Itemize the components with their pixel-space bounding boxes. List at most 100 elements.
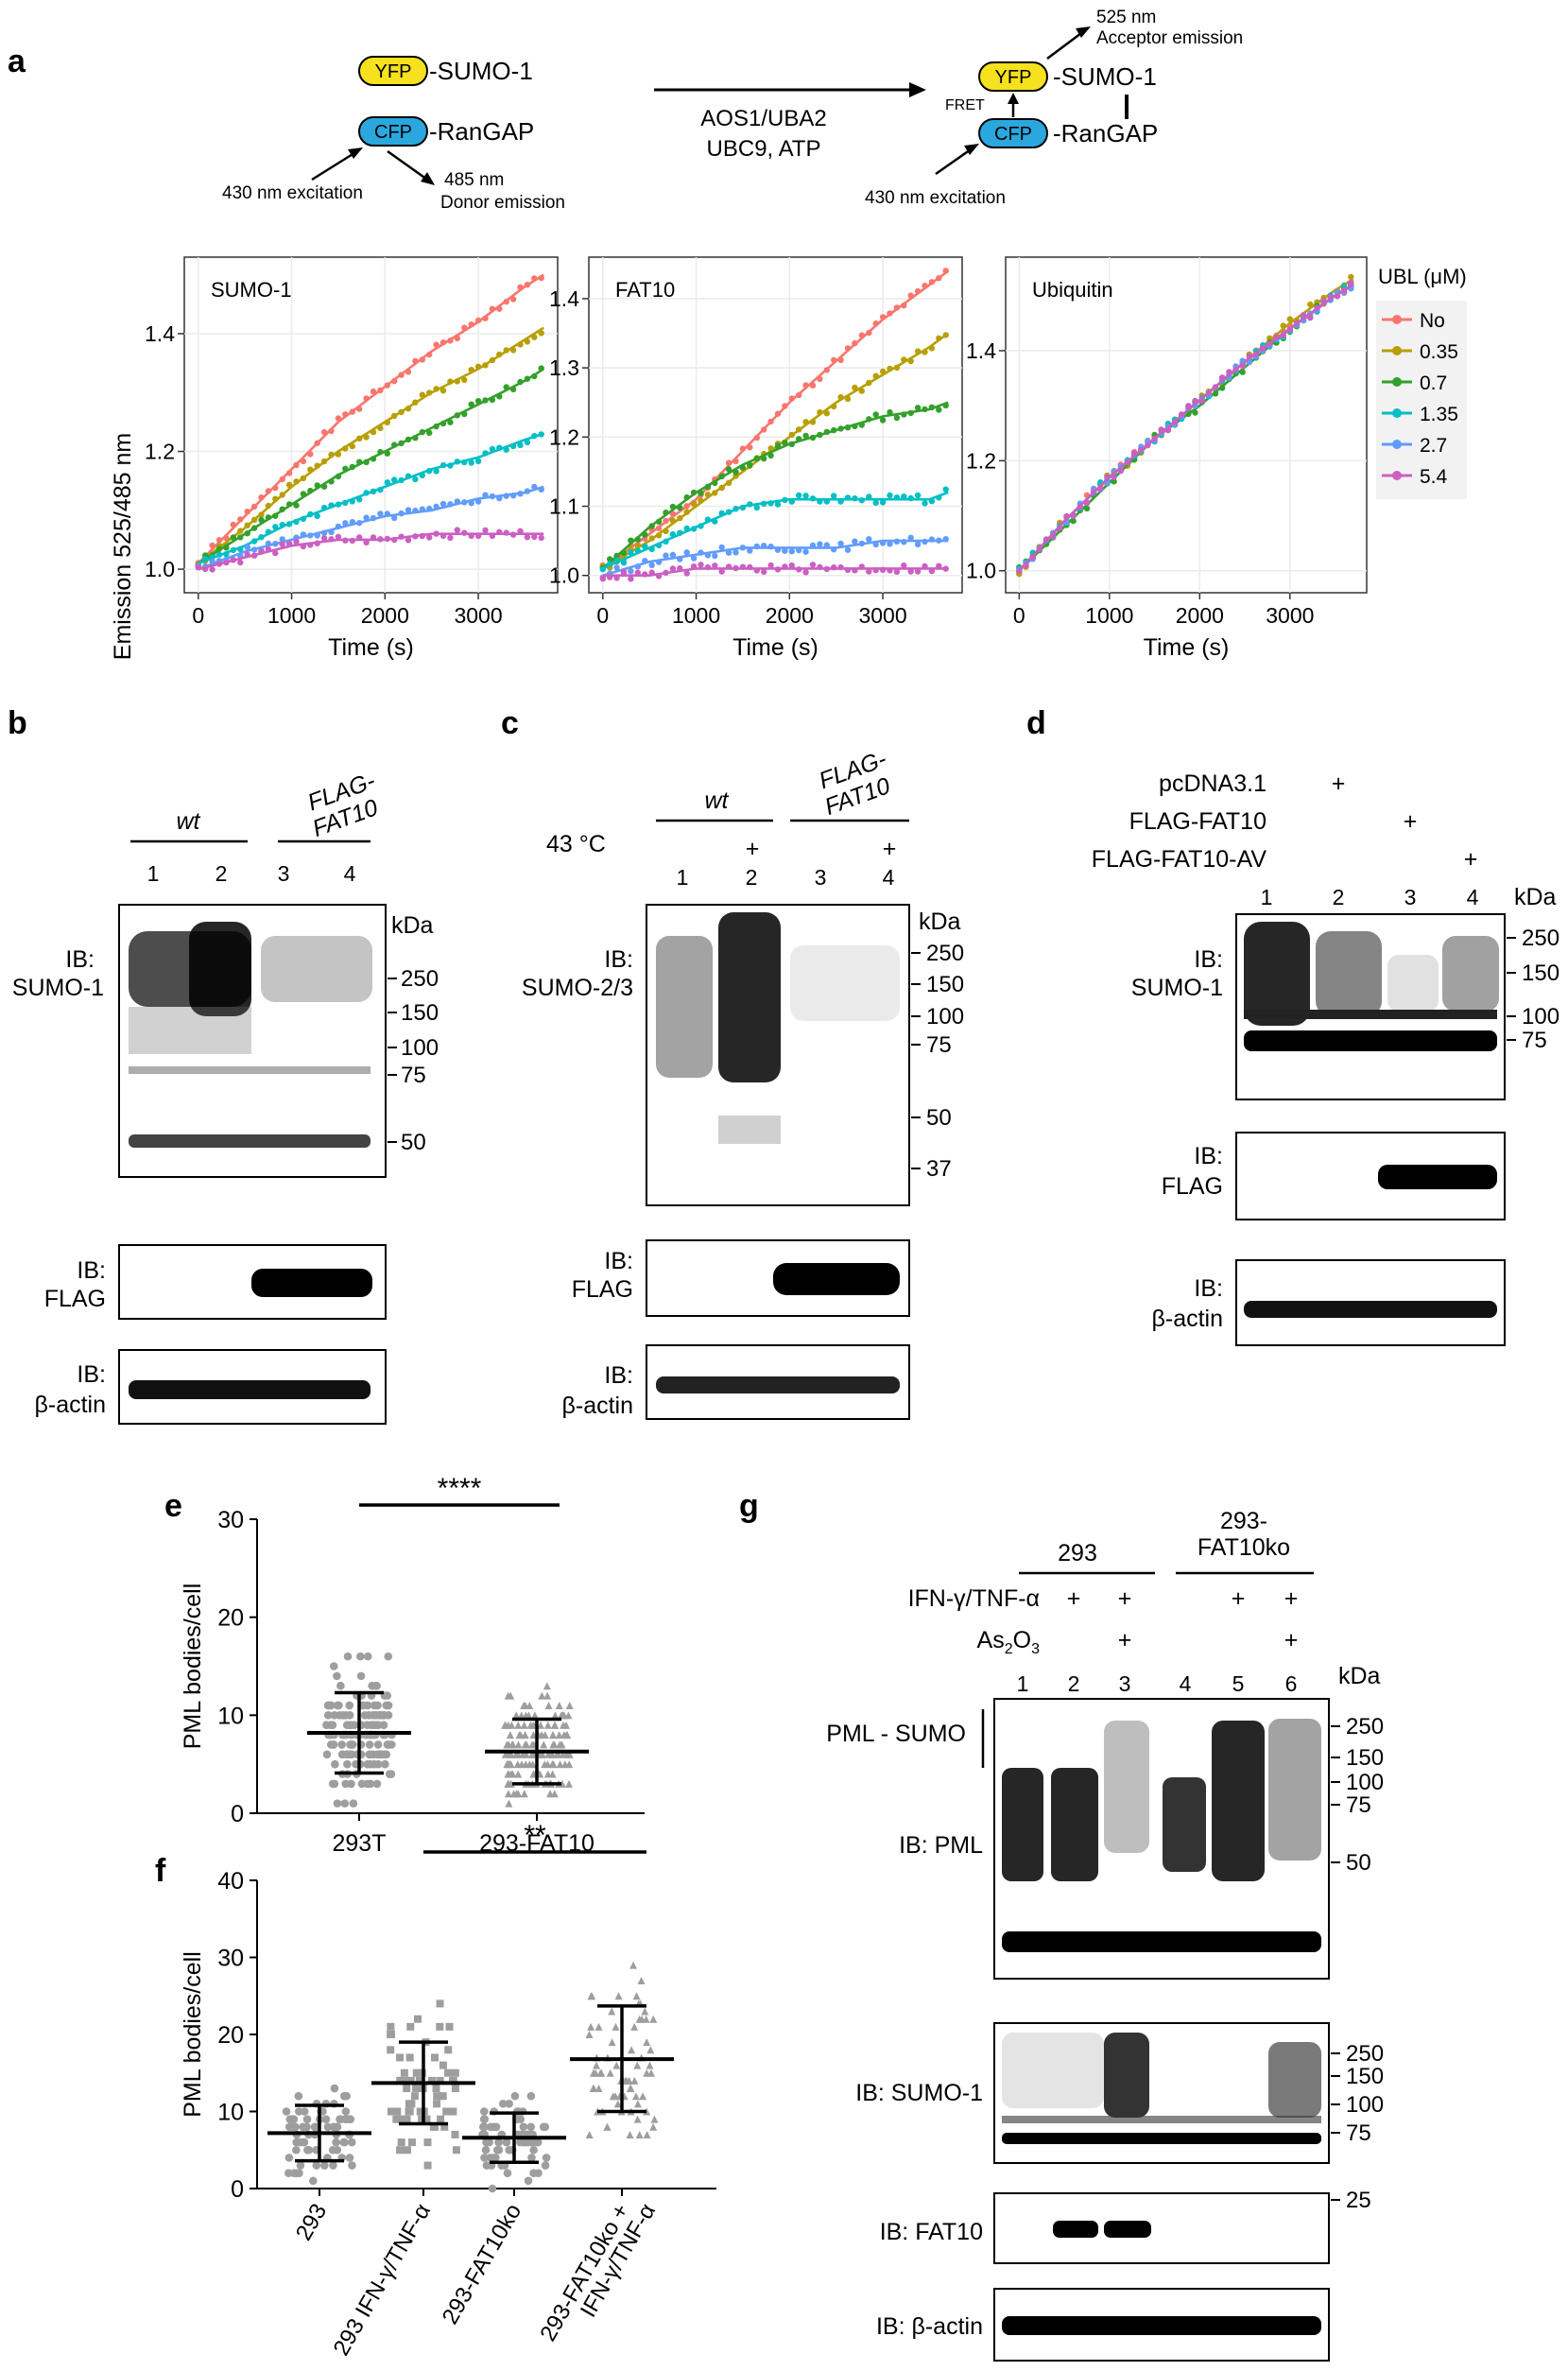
data-point xyxy=(363,1759,372,1769)
data-point xyxy=(380,1711,388,1720)
data-point xyxy=(282,2107,291,2116)
data-point xyxy=(504,1790,512,1798)
data-point xyxy=(503,2169,512,2177)
data-point xyxy=(914,568,922,575)
blot-g-plus-ifn-5: + xyxy=(1232,1585,1246,1612)
data-point xyxy=(300,2107,309,2116)
y-tick-label: 0 xyxy=(231,1801,244,1827)
blot-g-marker-250: 250 xyxy=(1346,1714,1384,1739)
data-point xyxy=(323,1711,333,1720)
data-point xyxy=(1192,397,1198,405)
data-point xyxy=(377,387,384,393)
data-point xyxy=(587,2022,595,2031)
data-point xyxy=(683,549,690,556)
data-point xyxy=(879,540,887,546)
data-point xyxy=(489,356,496,364)
data-point xyxy=(531,334,538,340)
data-point xyxy=(879,314,887,320)
data-point xyxy=(858,332,865,338)
data-point xyxy=(461,459,468,466)
data-point xyxy=(384,419,390,425)
donor-nm: 485 nm xyxy=(444,170,504,190)
data-point xyxy=(323,1701,333,1710)
data-point xyxy=(507,1779,515,1788)
data-point xyxy=(310,2122,319,2132)
data-point xyxy=(831,403,837,410)
data-point xyxy=(887,567,893,574)
data-point xyxy=(774,410,782,417)
data-point xyxy=(642,2015,650,2023)
data-point xyxy=(418,2115,426,2123)
data-point xyxy=(704,563,712,571)
data-point xyxy=(436,1999,444,2008)
blot-b-marker-150: 150 xyxy=(401,1000,439,1026)
data-point xyxy=(1219,385,1226,391)
data-point xyxy=(377,448,384,456)
data-point xyxy=(1171,419,1179,425)
data-point xyxy=(866,379,872,387)
data-point xyxy=(285,521,293,528)
blot-d-kda: kDa xyxy=(1514,884,1557,910)
data-point xyxy=(333,1671,341,1681)
data-point xyxy=(433,468,439,475)
data-point xyxy=(482,2137,491,2147)
data-point xyxy=(858,388,865,394)
data-point xyxy=(454,378,460,385)
data-point xyxy=(732,506,739,512)
lane-g-3: 3 xyxy=(1119,1671,1131,1696)
blot-g-plus-as-3: + xyxy=(1118,1627,1132,1653)
blot-g-plus-ifn-3: + xyxy=(1118,1585,1132,1612)
data-point xyxy=(663,569,669,576)
blot-d-row-flag-fat10: FLAG-FAT10 xyxy=(1129,808,1266,835)
data-point xyxy=(506,1731,514,1739)
lane-g-5: 5 xyxy=(1232,1671,1245,1696)
data-point xyxy=(357,1779,367,1789)
data-point xyxy=(597,2068,606,2077)
y-tick-label: 1.3 xyxy=(549,355,579,380)
data-point xyxy=(837,356,844,364)
data-point xyxy=(540,1740,548,1749)
data-point xyxy=(631,2092,640,2101)
data-point xyxy=(237,559,244,566)
x-tick-label: 3000 xyxy=(858,603,906,628)
data-point xyxy=(1226,369,1232,375)
data-point xyxy=(907,292,914,299)
blot-d-ib3-l1: IB: xyxy=(1194,1275,1223,1302)
data-point xyxy=(504,1691,512,1700)
data-point xyxy=(272,549,279,557)
data-point xyxy=(419,428,425,436)
lane-b-3: 3 xyxy=(278,861,290,886)
data-point xyxy=(796,391,802,399)
data-point xyxy=(422,2115,431,2123)
data-point xyxy=(774,442,782,449)
data-point xyxy=(817,408,823,416)
data-point xyxy=(356,459,363,465)
x-axis-label: Time (s) xyxy=(328,634,414,661)
data-point xyxy=(413,2015,422,2023)
data-point xyxy=(461,410,468,418)
data-point xyxy=(294,2107,303,2116)
data-point xyxy=(474,317,482,324)
data-point xyxy=(396,2053,405,2062)
data-point xyxy=(300,515,307,523)
data-point xyxy=(373,1721,383,1729)
data-point xyxy=(370,514,377,522)
blot-g-marker-100: 100 xyxy=(1346,1770,1384,1795)
data-point xyxy=(725,459,732,466)
data-point xyxy=(482,315,489,321)
data-point xyxy=(515,1731,524,1739)
data-point xyxy=(454,459,460,465)
data-point xyxy=(250,538,258,545)
lane-c-3: 3 xyxy=(815,865,827,890)
data-point xyxy=(517,491,524,497)
excitation-label-left: 430 nm excitation xyxy=(222,183,363,203)
data-point xyxy=(928,345,936,352)
data-point xyxy=(363,1701,372,1710)
legend-entry: 2.7 xyxy=(1420,435,1447,457)
data-point xyxy=(342,499,349,507)
y-axis-label-a: Emission 525/485 nm xyxy=(110,433,136,660)
data-point xyxy=(922,500,928,507)
data-point xyxy=(1124,459,1131,466)
data-point xyxy=(782,403,788,409)
data-point xyxy=(817,431,823,439)
